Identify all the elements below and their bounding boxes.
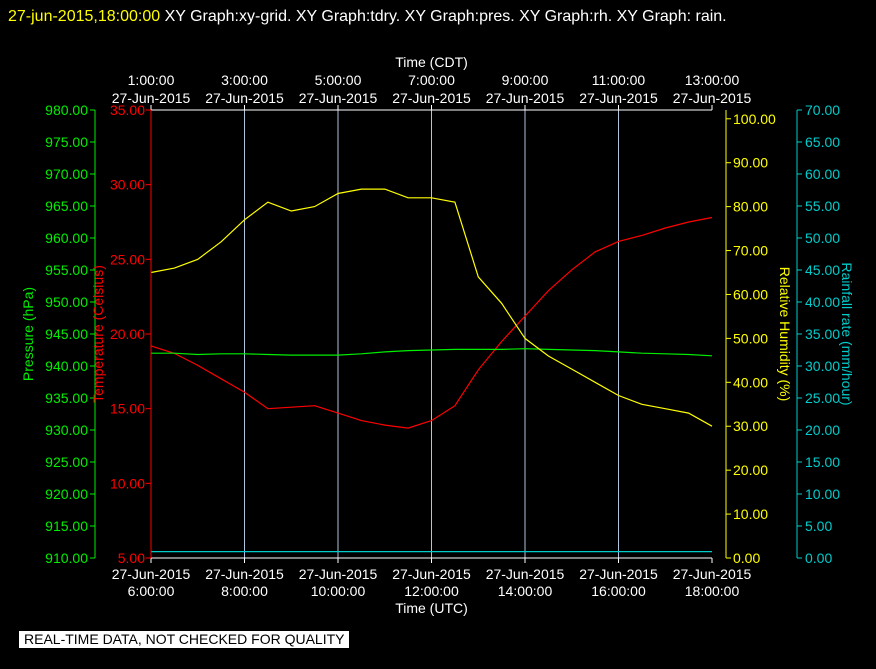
x-top-tick-time: 3:00:00 xyxy=(221,72,268,88)
temperature-axis-tick-label: 5.00 xyxy=(118,550,145,566)
rain-axis-tick-label: 15.00 xyxy=(805,454,840,470)
rain-axis-tick-label: 35.00 xyxy=(805,326,840,342)
x-top-tick-date: 27-Jun-2015 xyxy=(579,90,658,106)
humidity-axis-tick-label: 10.00 xyxy=(733,506,768,522)
pressure-axis-tick-label: 970.00 xyxy=(45,166,88,182)
x-bottom-tick-date: 27-Jun-2015 xyxy=(579,566,658,582)
pressure-axis-tick-label: 920.00 xyxy=(45,486,88,502)
x-bottom-tick-time: 8:00:00 xyxy=(221,583,268,599)
temperature-axis-title: Temperature (Celsius) xyxy=(90,265,106,403)
quality-banner: REAL-TIME DATA, NOT CHECKED FOR QUALITY xyxy=(19,631,350,648)
rain-axis-tick-label: 70.00 xyxy=(805,102,840,118)
pressure-axis-title: Pressure (hPa) xyxy=(20,287,36,381)
humidity-series-line xyxy=(150,188,713,427)
pressure-axis-tick-label: 945.00 xyxy=(45,326,88,342)
temperature-axis-tick-label: 25.00 xyxy=(110,251,145,267)
rain-axis-tick-label: 10.00 xyxy=(805,486,840,502)
pressure-axis-tick-label: 950.00 xyxy=(45,294,88,310)
rain-axis-tick-label: 30.00 xyxy=(805,358,840,374)
x-bottom-tick-time: 18:00:00 xyxy=(685,583,740,599)
x-bottom-tick-time: 10:00:00 xyxy=(311,583,366,599)
x-bottom-tick-date: 27-Jun-2015 xyxy=(486,566,565,582)
temperature-axis-tick-label: 20.00 xyxy=(110,326,145,342)
pressure-axis-tick-label: 960.00 xyxy=(45,230,88,246)
x-bottom-tick-date: 27-Jun-2015 xyxy=(299,566,378,582)
rain-axis-tick-label: 25.00 xyxy=(805,390,840,406)
x-bottom-title: Time (UTC) xyxy=(395,600,468,616)
humidity-axis-tick-label: 40.00 xyxy=(733,374,768,390)
pressure-axis-tick-label: 980.00 xyxy=(45,102,88,118)
graph-title: 27-jun-2015,18:00:00 XY Graph:xy-grid. X… xyxy=(8,3,868,31)
x-top-tick-date: 27-Jun-2015 xyxy=(486,90,565,106)
graph-timestamp: 27-jun-2015,18:00:00 xyxy=(8,8,161,25)
x-bottom-tick-time: 14:00:00 xyxy=(498,583,553,599)
grid-lines xyxy=(244,110,619,558)
humidity-axis-tick-label: 30.00 xyxy=(733,418,768,434)
x-top-tick-time: 13:00:00 xyxy=(685,72,740,88)
pressure-axis-tick-label: 915.00 xyxy=(45,518,88,534)
pressure-axis-tick-label: 975.00 xyxy=(45,134,88,150)
humidity-axis-tick-label: 60.00 xyxy=(733,286,768,302)
x-top-tick-date: 27-Jun-2015 xyxy=(299,90,378,106)
x-top-tick-time: 5:00:00 xyxy=(315,72,362,88)
pressure-axis-tick-label: 930.00 xyxy=(45,422,88,438)
temperature-axis-tick-label: 30.00 xyxy=(110,177,145,193)
x-bottom-tick-date: 27-Jun-2015 xyxy=(392,566,471,582)
pressure-axis-tick-label: 925.00 xyxy=(45,454,88,470)
humidity-axis-tick-label: 90.00 xyxy=(733,155,768,171)
rain-axis-tick-label: 55.00 xyxy=(805,198,840,214)
temperature-series-line xyxy=(150,216,713,429)
x-top-tick-date: 27-Jun-2015 xyxy=(673,90,752,106)
x-top-tick-date: 27-Jun-2015 xyxy=(392,90,471,106)
rain-axis-tick-label: 65.00 xyxy=(805,134,840,150)
humidity-axis-tick-label: 0.00 xyxy=(733,550,760,566)
pressure-series-line xyxy=(151,348,713,357)
pressure-axis-tick-label: 955.00 xyxy=(45,262,88,278)
pressure-axis-tick-label: 940.00 xyxy=(45,358,88,374)
humidity-axis-tick-label: 80.00 xyxy=(733,199,768,215)
rain-axis-tick-label: 50.00 xyxy=(805,230,840,246)
rain-axis-tick-label: 20.00 xyxy=(805,422,840,438)
pressure-axis-tick-label: 935.00 xyxy=(45,390,88,406)
rain-axis-tick-label: 45.00 xyxy=(805,262,840,278)
x-top-tick-date: 27-Jun-2015 xyxy=(112,90,191,106)
x-top-tick-time: 11:00:00 xyxy=(592,72,646,88)
pressure-axis-tick-label: 965.00 xyxy=(45,198,88,214)
x-top-title: Time (CDT) xyxy=(395,54,468,70)
x-bottom-tick-date: 27-Jun-2015 xyxy=(673,566,752,582)
x-bottom-tick-time: 16:00:00 xyxy=(591,583,646,599)
humidity-axis-tick-label: 20.00 xyxy=(733,462,768,478)
temperature-axis-tick-label: 10.00 xyxy=(110,475,145,491)
x-bottom-tick-time: 12:00:00 xyxy=(404,583,459,599)
humidity-axis-tick-label: 100.00 xyxy=(733,111,776,127)
x-top-tick-time: 7:00:00 xyxy=(408,72,455,88)
humidity-axis-tick-label: 70.00 xyxy=(733,243,768,259)
x-top-tick-date: 27-Jun-2015 xyxy=(205,90,284,106)
x-top-tick-time: 1:00:00 xyxy=(128,72,175,88)
humidity-axis-tick-label: 50.00 xyxy=(733,330,768,346)
graph-description: XY Graph:xy-grid. XY Graph:tdry. XY Grap… xyxy=(160,8,727,25)
pressure-axis-tick-label: 910.00 xyxy=(45,550,88,566)
rain-axis-tick-label: 0.00 xyxy=(805,550,832,566)
axis-titles: Time (UTC) Time (CDT) Pressure (hPa) Temper… xyxy=(20,54,855,616)
rain-axis-tick-label: 40.00 xyxy=(805,294,840,310)
rain-axis-tick-label: 5.00 xyxy=(805,518,832,534)
x-bottom-tick-date: 27-Jun-2015 xyxy=(205,566,284,582)
axes: 27-Jun-20156:00:0027-Jun-20158:00:0027-J… xyxy=(45,72,840,599)
temperature-axis-tick-label: 35.00 xyxy=(110,102,145,118)
x-top-tick-time: 9:00:00 xyxy=(502,72,549,88)
series-lines xyxy=(150,188,713,553)
rain-axis-title: Rainfall rate (mm/hour) xyxy=(839,262,855,405)
x-bottom-tick-date: 27-Jun-2015 xyxy=(112,566,191,582)
humidity-axis-title: Relative Humidity (%) xyxy=(777,267,793,402)
rain-axis-tick-label: 60.00 xyxy=(805,166,840,182)
temperature-axis-tick-label: 15.00 xyxy=(110,401,145,417)
x-bottom-tick-time: 6:00:00 xyxy=(128,583,175,599)
